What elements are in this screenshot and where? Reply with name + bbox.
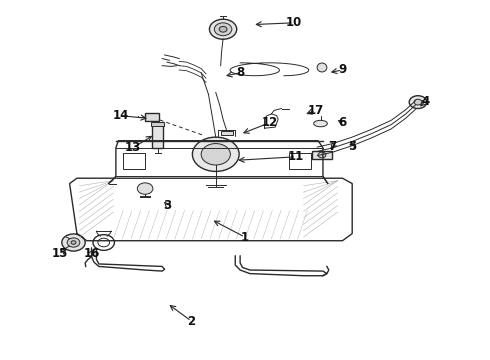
Circle shape <box>214 23 232 36</box>
Ellipse shape <box>314 120 327 127</box>
Text: 17: 17 <box>308 104 324 117</box>
Text: 11: 11 <box>288 150 304 163</box>
Text: 3: 3 <box>163 198 171 212</box>
Bar <box>289 153 311 169</box>
Text: 12: 12 <box>261 116 277 129</box>
Bar <box>123 153 145 169</box>
Bar <box>151 122 164 126</box>
Text: 16: 16 <box>83 247 99 260</box>
Text: 4: 4 <box>421 95 429 108</box>
Circle shape <box>209 19 237 39</box>
Text: 6: 6 <box>338 116 346 129</box>
Bar <box>220 131 233 135</box>
Circle shape <box>67 238 80 247</box>
Text: 5: 5 <box>348 140 356 153</box>
Bar <box>145 113 159 121</box>
Circle shape <box>71 241 76 244</box>
Text: 2: 2 <box>187 315 196 328</box>
Circle shape <box>409 96 427 109</box>
Text: 15: 15 <box>51 247 68 260</box>
Circle shape <box>201 144 230 165</box>
Bar <box>152 125 163 148</box>
Circle shape <box>318 152 326 158</box>
Circle shape <box>137 183 153 194</box>
Circle shape <box>219 26 227 32</box>
Text: 10: 10 <box>286 16 302 29</box>
Text: 7: 7 <box>329 140 337 153</box>
Ellipse shape <box>317 63 327 72</box>
Bar <box>312 152 332 158</box>
Text: 14: 14 <box>113 109 129 122</box>
Text: 1: 1 <box>241 231 249 244</box>
Text: 9: 9 <box>338 63 346 76</box>
Text: 8: 8 <box>236 66 244 79</box>
Text: 13: 13 <box>125 141 141 154</box>
Circle shape <box>193 137 239 171</box>
Circle shape <box>414 99 422 105</box>
Circle shape <box>62 234 85 251</box>
